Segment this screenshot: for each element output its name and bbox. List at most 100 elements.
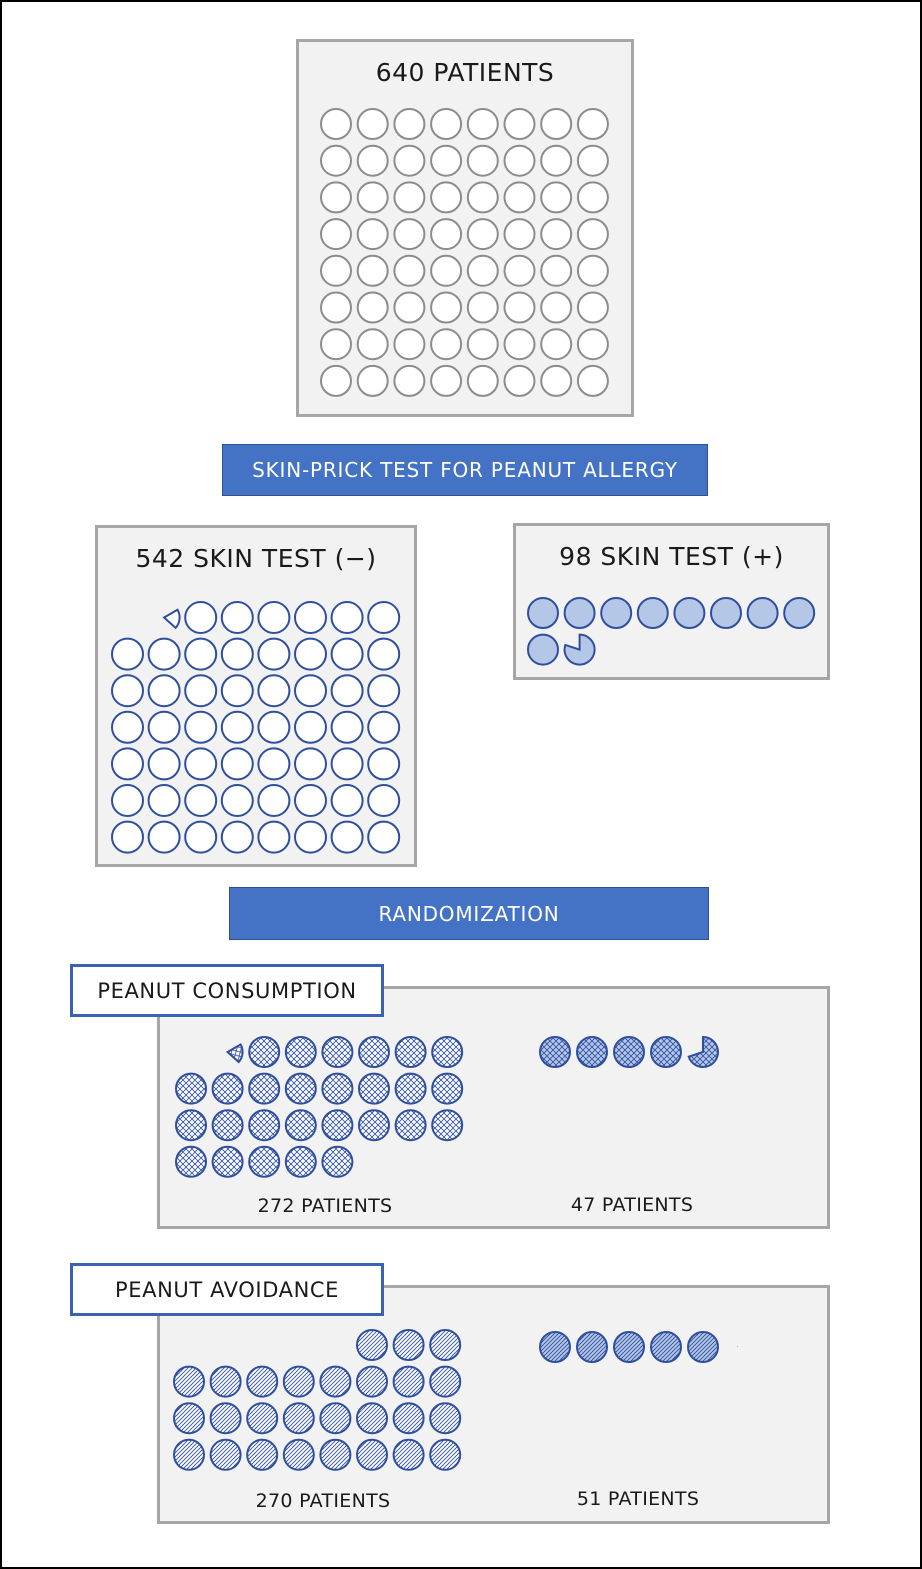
patient-icon — [330, 784, 364, 817]
patient-icon — [321, 1109, 354, 1142]
patient-icon — [540, 364, 573, 397]
patient-icon — [257, 674, 291, 708]
skin-test-positive-pictograph — [527, 597, 816, 666]
patient-icon — [111, 674, 144, 708]
patient-icon — [466, 181, 499, 214]
patient-icon — [431, 1036, 464, 1068]
patient-icon — [466, 291, 499, 324]
patient-icon — [294, 784, 327, 817]
patient-icon — [650, 1036, 682, 1068]
patient-icon — [576, 1331, 608, 1363]
patient-icon — [503, 218, 536, 251]
patient-icon — [294, 674, 327, 708]
patient-icon — [257, 820, 291, 854]
patient-icon — [431, 1109, 464, 1142]
consumption-skin-negative-count: 272 PATIENTS — [257, 1195, 393, 1217]
patient-icon — [111, 747, 144, 781]
patient-icon — [184, 674, 218, 708]
patient-icon — [394, 1109, 427, 1142]
avoidance-skin-positive-count: 51 PATIENTS — [576, 1488, 700, 1510]
patient-icon — [257, 747, 291, 781]
patient-icon — [320, 254, 352, 287]
patient-icon — [330, 820, 364, 854]
patient-icon — [431, 1072, 464, 1105]
patient-icon — [282, 1365, 315, 1398]
consumption-skin-positive-pictograph — [539, 1035, 719, 1068]
patient-icon — [257, 601, 291, 634]
patient-icon — [358, 1036, 390, 1068]
patient-icon — [284, 1072, 317, 1105]
patient-icon — [540, 291, 573, 324]
patient-icon — [430, 181, 463, 214]
patient-icon — [394, 1036, 427, 1068]
patient-icon — [673, 597, 706, 629]
patient-icon — [356, 364, 389, 397]
patient-icon — [257, 637, 291, 671]
avoidance-skin-negative-pictograph — [173, 1329, 462, 1471]
patient-icon — [147, 820, 181, 854]
patient-icon — [746, 597, 779, 629]
patient-icon — [356, 144, 389, 177]
patient-icon — [393, 181, 426, 214]
patient-icon — [503, 291, 536, 324]
patient-icon — [320, 108, 352, 140]
patient-icon — [319, 1365, 352, 1398]
patient-icon — [220, 710, 254, 744]
skin-test-positive-panel: 98 SKIN TEST (+) — [513, 523, 830, 680]
patient-icon — [282, 1438, 315, 1471]
patient-icon — [211, 1145, 244, 1178]
patient-icon — [319, 1438, 352, 1471]
patient-icon — [257, 710, 291, 744]
patient-icon — [147, 784, 181, 817]
skin-prick-test-banner: SKIN-PRICK TEST FOR PEANUT ALLERGY — [222, 444, 708, 496]
patient-icon — [320, 328, 352, 361]
patient-icon — [430, 144, 463, 177]
patient-icon — [147, 710, 181, 744]
patient-icon — [430, 364, 463, 397]
patient-icon — [466, 144, 499, 177]
patient-icon — [563, 597, 596, 629]
peanut-avoidance-panel: 270 PATIENTS 51 PATIENTS — [157, 1285, 830, 1524]
patient-icon — [356, 291, 389, 324]
patient-icon — [710, 597, 742, 629]
patient-icon — [284, 1036, 317, 1068]
patient-icon — [321, 1036, 354, 1068]
patient-icon — [503, 108, 536, 140]
patient-icon — [248, 1072, 281, 1105]
patient-icon — [320, 181, 352, 214]
patient-icon — [294, 601, 327, 634]
patient-icon — [111, 710, 144, 744]
skin-test-positive-title: 98 SKIN TEST (+) — [559, 542, 784, 571]
patient-icon — [783, 597, 816, 629]
patient-icon — [220, 747, 254, 781]
patient-icon — [356, 181, 389, 214]
patient-icon — [576, 108, 609, 140]
avoidance-skin-positive-pictograph — [539, 1331, 738, 1363]
patient-icon — [211, 1109, 244, 1142]
patient-icon — [429, 1329, 462, 1361]
patient-icon — [248, 1036, 281, 1068]
patient-icon — [540, 144, 573, 177]
patient-icon — [282, 1402, 315, 1435]
patient-icon — [358, 1109, 390, 1142]
patient-icon — [503, 364, 536, 397]
patient-icon — [147, 674, 181, 708]
patient-icon — [576, 1036, 608, 1068]
peanut-avoidance-label: PEANUT AVOIDANCE — [70, 1263, 384, 1316]
patient-icon — [220, 784, 254, 817]
patient-icon — [184, 820, 218, 854]
patient-icon — [248, 1109, 281, 1142]
patient-icon — [429, 1365, 462, 1398]
patient-icon — [321, 1145, 354, 1178]
patient-icon — [600, 597, 633, 629]
patient-icon — [392, 1329, 425, 1361]
patient-icon — [430, 254, 463, 287]
patient-icon — [209, 1402, 242, 1435]
patient-icon — [576, 328, 609, 361]
patient-icon — [650, 1331, 682, 1363]
peanut-consumption-label: PEANUT CONSUMPTION — [70, 964, 384, 1017]
patient-icon — [392, 1365, 425, 1398]
patient-icon — [184, 710, 218, 744]
patient-icon — [356, 254, 389, 287]
patient-icon — [209, 1438, 242, 1471]
